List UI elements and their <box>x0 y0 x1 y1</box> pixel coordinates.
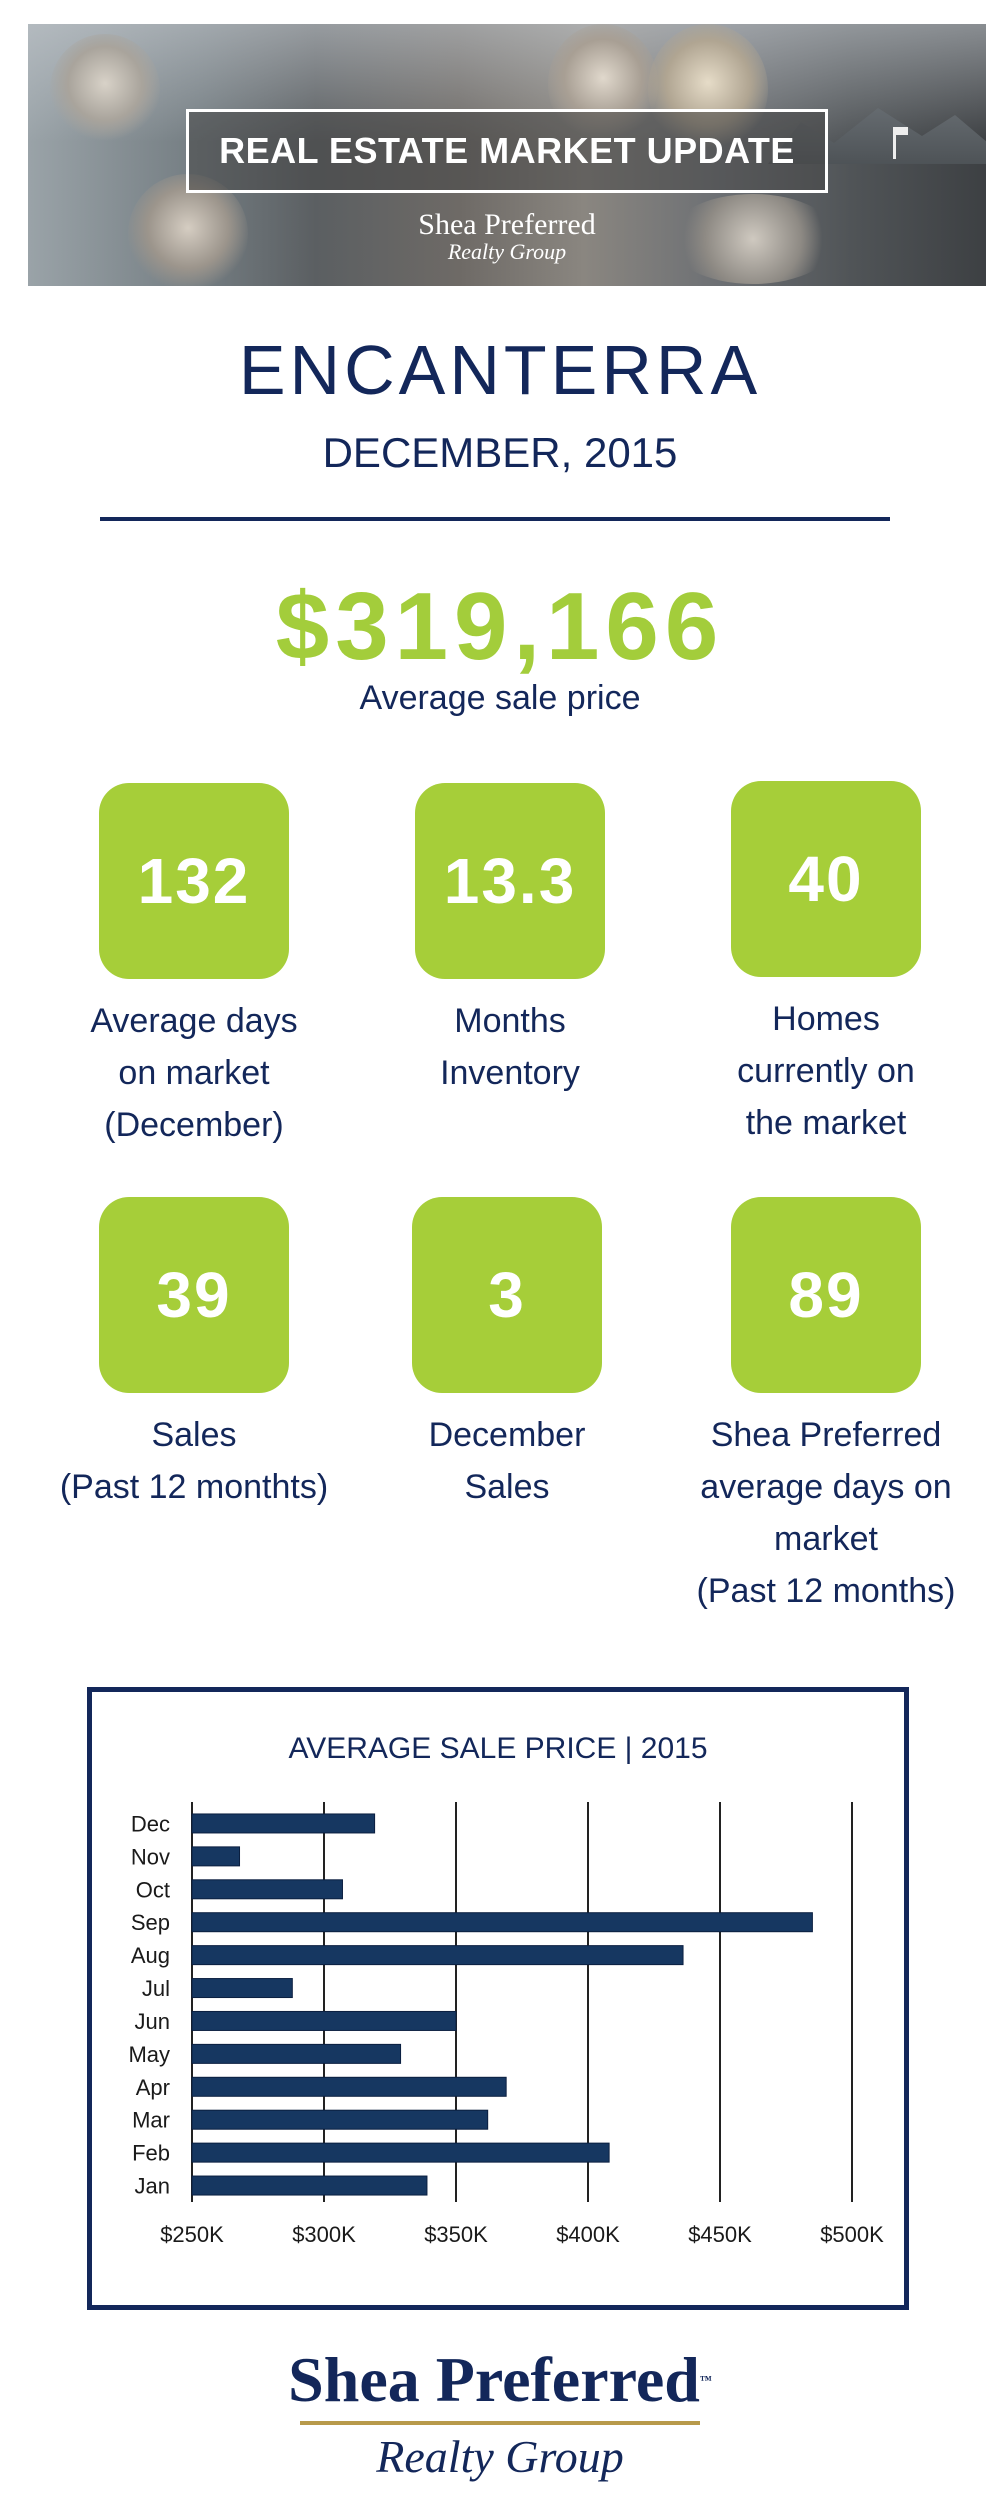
bar <box>191 1879 343 1900</box>
footer-logo-line1: Shea Preferred™ <box>0 2345 1000 2415</box>
chart-title: AVERAGE SALE PRICE | 2015 <box>288 1732 708 1765</box>
y-tick-label: Jun <box>135 2009 170 2034</box>
y-tick-label: Apr <box>136 2075 170 2100</box>
stat-days-on-market: 132 Average days on market (December) <box>34 783 354 1151</box>
banner-photo-golfer <box>50 34 160 144</box>
banner-logo-line2: Realty Group <box>447 239 567 264</box>
average-price-value: $319,166 <box>275 573 725 680</box>
x-tick-label: $350K <box>424 2222 488 2247</box>
footer-logo-rule <box>300 2421 700 2425</box>
footer-logo-name: Shea Preferred <box>288 2344 700 2415</box>
y-tick-label: Feb <box>132 2141 170 2166</box>
bar <box>191 1813 376 1834</box>
banner-photo-spa <box>668 194 838 284</box>
community-name: ENCANTERRA <box>238 331 762 409</box>
y-tick-label: Jan <box>135 2174 170 2199</box>
stat-value-box: 89 <box>731 1197 921 1393</box>
bar <box>191 1912 813 1933</box>
bar <box>191 1978 293 1999</box>
stat-shea-days-on-market: 89 Shea Preferred average days on market… <box>666 1197 986 1617</box>
stat-value-box: 132 <box>99 783 289 979</box>
bar <box>191 2043 402 2064</box>
y-tick-label: May <box>128 2042 170 2067</box>
divider <box>100 517 890 521</box>
bar <box>191 2142 610 2163</box>
x-tick-label: $300K <box>292 2222 356 2247</box>
banner-logo-line1: Shea Preferred <box>418 208 596 241</box>
stat-value-box: 40 <box>731 781 921 977</box>
footer-logo-line2: Realty Group <box>376 2431 624 2482</box>
banner-title-box: REAL ESTATE MARKET UPDATE <box>186 109 828 193</box>
stat-value-box: 3 <box>412 1197 602 1393</box>
x-tick-label: $400K <box>556 2222 620 2247</box>
stat-label: Months Inventory <box>440 1002 580 1092</box>
stat-label: Shea Preferred average days on market (P… <box>696 1416 956 1610</box>
stat-label: December Sales <box>428 1416 586 1506</box>
footer-logo: Shea Preferred™ Realty Group <box>0 2345 1000 2483</box>
x-tick-label: $500K <box>820 2222 884 2247</box>
stat-homes-on-market: 40 Homes currently on the market <box>666 781 986 1149</box>
y-tick-label: Dec <box>131 1811 170 1836</box>
bar <box>191 1846 241 1867</box>
chart-plot: $250K $300K $350K $400K $450K $500K Dec Nov Oct S… <box>128 1802 884 2247</box>
y-tick-label: Oct <box>136 1877 170 1902</box>
y-tick-label: Aug <box>131 1943 170 1968</box>
stat-months-inventory: 13.3 Months Inventory <box>350 783 670 1099</box>
y-tick-label: Jul <box>142 1976 170 2001</box>
bar <box>191 2175 428 2196</box>
stat-label: Average days on market (December) <box>90 1002 298 1144</box>
x-tick-label: $450K <box>688 2222 752 2247</box>
average-price-label: Average sale price <box>359 679 641 717</box>
report-period: DECEMBER, 2015 <box>322 429 678 476</box>
bar <box>191 2076 507 2097</box>
stat-december-sales: 3 December Sales <box>347 1197 667 1513</box>
stat-value-box: 13.3 <box>415 783 605 979</box>
golf-flag-icon <box>893 127 908 159</box>
stat-value-box: 39 <box>99 1197 289 1393</box>
banner-title: REAL ESTATE MARKET UPDATE <box>219 130 795 171</box>
stat-label: Sales (Past 12 monthts) <box>59 1416 329 1506</box>
y-tick-label: Sep <box>131 1910 170 1935</box>
stat-label: Homes currently on the market <box>737 1000 915 1142</box>
average-sale-price-chart: AVERAGE SALE PRICE | 2015 $250K $300K $350… <box>87 1687 909 2310</box>
bar <box>191 1945 684 1966</box>
x-tick-label: $250K <box>160 2222 224 2247</box>
header-banner: REAL ESTATE MARKET UPDATE Shea Preferred… <box>28 24 986 286</box>
y-tick-label: Mar <box>132 2108 170 2133</box>
bar <box>191 2010 457 2031</box>
banner-logo: Shea Preferred Realty Group <box>28 210 986 264</box>
trademark-mark: ™ <box>699 2373 712 2387</box>
y-tick-label: Nov <box>131 1844 170 1869</box>
bar <box>191 2109 489 2130</box>
stat-sales-12-months: 39 Sales (Past 12 monthts) <box>34 1197 354 1513</box>
